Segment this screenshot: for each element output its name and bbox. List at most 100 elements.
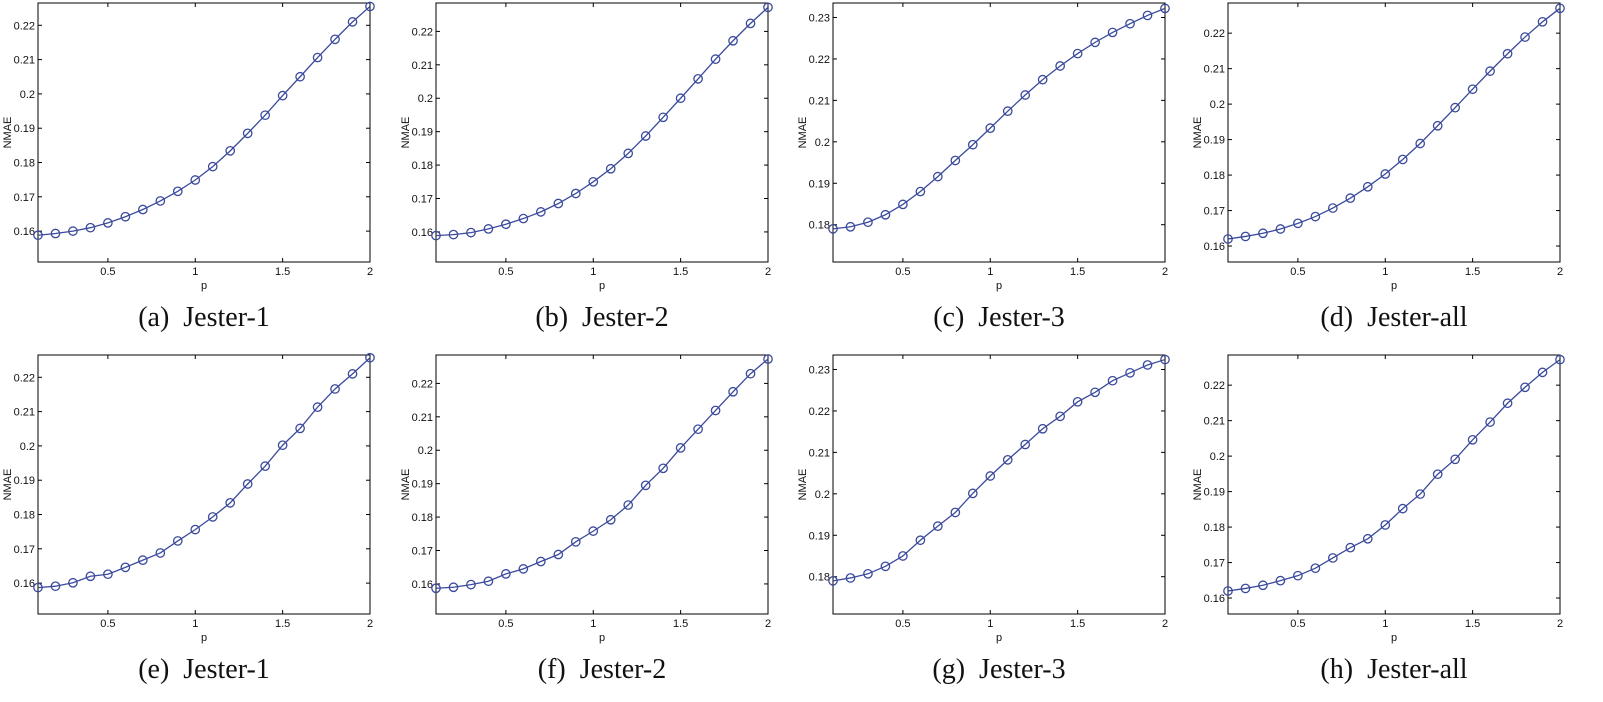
data-point [501, 569, 511, 579]
line-chart: 0.5 1 1.5 2 0.16 0.17 0.18 0.19 0.2 0.21 0.22 p NMAE [2, 352, 375, 644]
data-point [640, 131, 651, 141]
data-point [1240, 231, 1251, 242]
data-point [845, 573, 856, 583]
y-tick-label: 0.17 [14, 192, 35, 204]
data-point [483, 224, 494, 234]
data-point [1310, 211, 1321, 222]
y-tick-label: 0.17 [14, 544, 35, 556]
chart-panel: 0.5 1 1.5 2 0.16 0.17 0.18 0.19 0.2 0.21 0.22 p NMAE [1190, 0, 1565, 300]
data-point [1107, 27, 1118, 38]
data-point [745, 368, 756, 379]
chart-panel: 0.5 1 1.5 2 0.16 0.17 0.18 0.19 0.2 0.21 0.22 p NMAE [1190, 352, 1565, 652]
data-point [207, 161, 218, 172]
y-tick-label: 0.21 [809, 447, 830, 459]
y-tick-label: 0.17 [1204, 558, 1225, 570]
subfigure-caption: (g) Jester-3 [932, 654, 1066, 685]
y-tick-label: 0.16 [14, 226, 35, 238]
data-point [1555, 354, 1565, 365]
axes-frame [435, 2, 769, 263]
y-tick-label: 0.19 [809, 530, 830, 542]
x-tick-label: 2 [1557, 618, 1563, 630]
y-tick-label: 0.22 [1204, 380, 1225, 392]
x-axis-label: p [201, 280, 207, 292]
axes-frame [37, 2, 371, 263]
chart-panel: 0.5 1 1.5 2 0.18 0.19 0.2 0.21 0.22 0.23 p NMAE [795, 0, 1170, 300]
data-point [985, 471, 996, 481]
y-tick-label: 0.21 [1204, 64, 1225, 76]
data-point [155, 548, 166, 558]
data-point [553, 198, 564, 209]
data-point [1142, 10, 1153, 21]
data-point [1037, 74, 1048, 85]
data-point [745, 18, 756, 29]
data-point [518, 564, 529, 574]
y-tick-label: 0.2 [1210, 451, 1225, 463]
y-tick-label: 0.18 [412, 512, 433, 524]
line-chart: 0.5 1 1.5 2 0.16 0.17 0.18 0.19 0.2 0.21 0.22 p NMAE [400, 2, 773, 292]
data-point [863, 568, 873, 579]
x-tick-label: 1 [192, 618, 198, 630]
data-point [365, 1, 375, 12]
data-point [1125, 18, 1135, 29]
data-point [1397, 154, 1408, 165]
x-tick-label: 0.5 [100, 618, 115, 630]
y-axis-label: NMAE [400, 469, 412, 501]
data-point [1345, 193, 1356, 203]
y-tick-label: 0.16 [1204, 241, 1225, 253]
subfigure-caption: (c) Jester-3 [933, 302, 1065, 333]
y-tick-label: 0.21 [1204, 416, 1225, 428]
y-tick-label: 0.16 [412, 579, 433, 591]
data-point [1327, 553, 1338, 563]
data-point [1380, 520, 1391, 530]
y-axis-label: NMAE [797, 469, 809, 501]
data-point [915, 535, 926, 546]
x-tick-label: 0.5 [1290, 266, 1305, 278]
data-point [623, 500, 634, 510]
line-chart: 0.5 1 1.5 2 0.16 0.17 0.18 0.19 0.2 0.21 0.22 p NMAE [1192, 2, 1565, 292]
line-chart: 0.5 1 1.5 2 0.18 0.19 0.2 0.21 0.22 0.23 p NMAE [797, 2, 1170, 292]
data-point [1142, 360, 1153, 370]
y-tick-label: 0.18 [14, 158, 35, 170]
axes-frame [832, 354, 1166, 615]
data-point [710, 54, 721, 64]
y-tick-label: 0.21 [809, 95, 830, 107]
x-tick-label: 0.5 [498, 266, 513, 278]
data-point [763, 2, 773, 13]
x-tick-label: 0.5 [895, 266, 910, 278]
data-point [1293, 218, 1303, 229]
axes-frame [37, 354, 371, 615]
y-tick-label: 0.19 [14, 123, 35, 135]
data-point [1240, 583, 1251, 594]
x-axis-label: p [599, 280, 605, 292]
data-point [1397, 503, 1408, 514]
x-tick-label: 1 [987, 266, 993, 278]
x-tick-label: 1.5 [275, 618, 290, 630]
data-point [1537, 16, 1548, 27]
data-point [1055, 411, 1066, 422]
x-tick-label: 1.5 [1465, 618, 1480, 630]
data-point [693, 74, 703, 84]
x-tick-label: 0.5 [1290, 618, 1305, 630]
data-point [1345, 542, 1356, 553]
y-tick-label: 0.2 [418, 93, 433, 105]
y-axis-label: NMAE [797, 117, 809, 149]
data-point [1467, 434, 1478, 445]
data-point [1362, 181, 1373, 192]
data-point [347, 17, 358, 27]
x-tick-label: 2 [1162, 266, 1168, 278]
y-tick-label: 0.23 [809, 365, 830, 377]
data-point [225, 146, 236, 156]
x-tick-label: 2 [765, 266, 771, 278]
y-tick-label: 0.19 [1204, 487, 1225, 499]
data-point [915, 186, 926, 197]
line-chart: 0.5 1 1.5 2 0.16 0.17 0.18 0.19 0.2 0.21 0.22 p NMAE [400, 354, 773, 644]
y-tick-label: 0.16 [14, 578, 35, 590]
data-point [932, 171, 943, 182]
x-tick-label: 1.5 [275, 266, 290, 278]
y-tick-label: 0.19 [809, 178, 830, 190]
x-tick-label: 2 [1162, 618, 1168, 630]
y-tick-label: 0.16 [412, 227, 433, 239]
data-point [448, 582, 459, 593]
data-point [466, 227, 476, 238]
y-tick-label: 0.17 [1204, 206, 1225, 218]
